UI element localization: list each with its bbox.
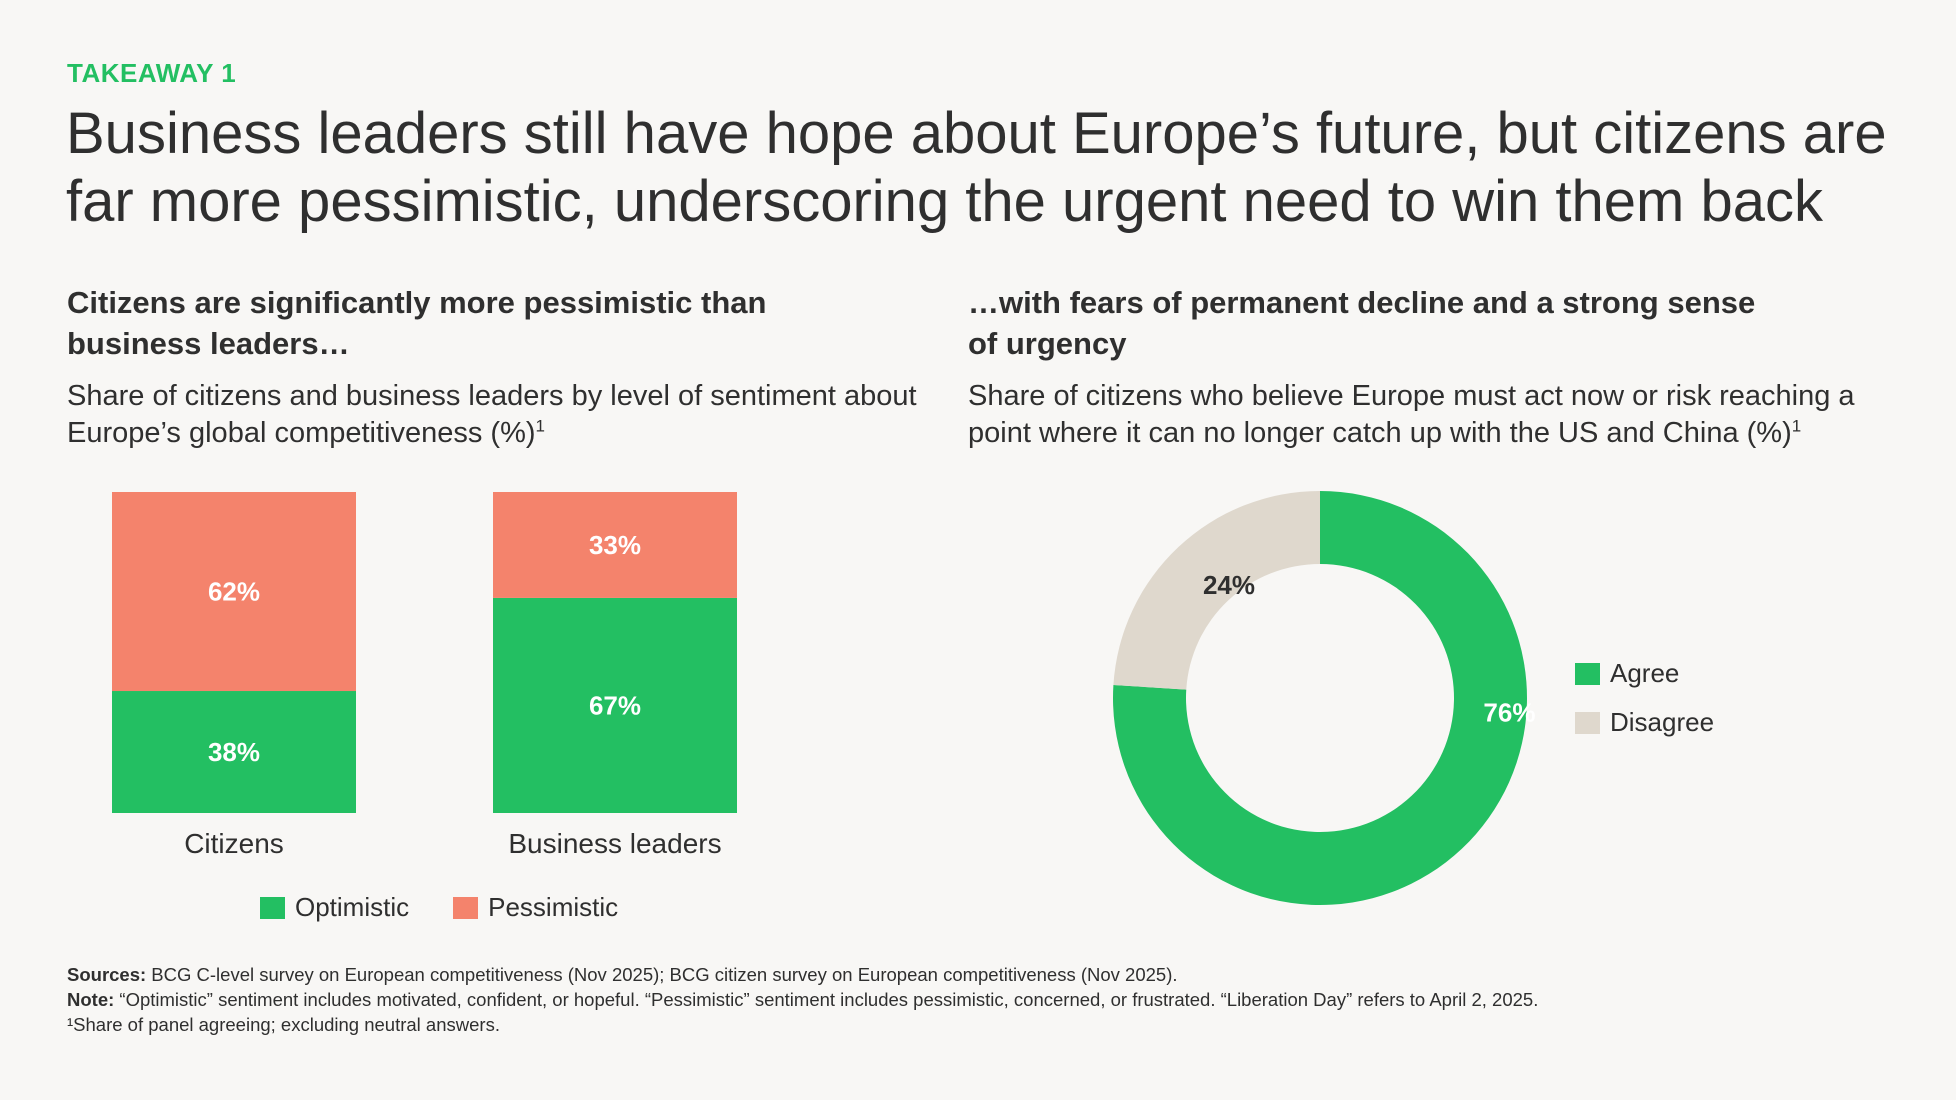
takeaway-label: TAKEAWAY 1: [67, 58, 237, 88]
right-footnote-mark: 1: [1791, 416, 1802, 436]
legend-swatch-disagree: [1575, 711, 1600, 734]
right-desc-text: Share of citizens who believe Europe mus…: [968, 380, 1855, 449]
legend-item-pessimistic: Pessimistic: [453, 892, 618, 923]
donut-chart-legend: Agree Disagree: [1575, 658, 1714, 756]
right-chart-description: Share of citizens who believe Europe mus…: [968, 378, 1908, 452]
legend-label-agree: Agree: [1610, 658, 1680, 688]
note-label: Note:: [67, 989, 115, 1010]
sources-text: BCG C-level survey on European competiti…: [146, 964, 1178, 985]
stacked-bar-chart: 38% 62% Citizens 67% 33% Business leaders: [112, 492, 737, 859]
legend-label-optimistic: Optimistic: [295, 892, 410, 922]
bar-business-leaders-pessimistic: [493, 492, 737, 598]
legend-label-disagree: Disagree: [1610, 707, 1715, 737]
legend-item-disagree: Disagree: [1575, 707, 1714, 738]
legend-item-agree: Agree: [1575, 658, 1679, 689]
footnote-1: ¹Share of panel agreeing; excluding neut…: [67, 1014, 500, 1035]
right-chart-title: …with fears of permanent decline and a s…: [968, 285, 1756, 361]
legend-swatch-pessimistic: [453, 896, 479, 919]
bar-chart-legend: Optimistic Pessimistic: [260, 892, 662, 923]
category-label-citizens: Citizens: [184, 828, 284, 859]
category-label-business-leaders: Business leaders: [508, 828, 721, 859]
note-line: Note: “Optimistic” sentiment includes mo…: [67, 987, 1927, 1012]
data-label-business-leaders-pessimistic: 33%: [589, 530, 641, 560]
legend-swatch-agree: [1575, 662, 1600, 685]
donut-label-agree: 76%: [1483, 698, 1535, 728]
bar-citizens-optimistic: [112, 691, 356, 813]
note-text: “Optimistic” sentiment includes motivate…: [114, 989, 1539, 1010]
legend-label-pessimistic: Pessimistic: [488, 892, 619, 922]
left-desc-text: Share of citizens and business leaders b…: [67, 380, 917, 449]
donut-slice-disagree: [1113, 491, 1320, 690]
data-label-citizens-optimistic: 38%: [208, 737, 260, 767]
left-chart-title: Citizens are significantly more pessimis…: [67, 285, 767, 361]
data-label-citizens-pessimistic: 62%: [208, 577, 260, 607]
bar-citizens-pessimistic: [112, 492, 356, 692]
left-chart-description: Share of citizens and business leaders b…: [67, 378, 927, 452]
legend-swatch-optimistic: [260, 896, 285, 919]
donut-slice-agree: [1113, 491, 1527, 905]
footnotes: Sources: BCG C-level survey on European …: [67, 962, 1927, 1037]
donut-chart: 76% 24%: [1113, 491, 1535, 905]
data-label-business-leaders-optimistic: 67%: [589, 690, 641, 720]
left-footnote-mark: 1: [535, 416, 545, 436]
sources-label: Sources:: [67, 964, 147, 985]
headline: Business leaders still have hope about E…: [66, 101, 1887, 234]
bar-business-leaders-optimistic: [493, 597, 737, 813]
donut-label-disagree: 24%: [1203, 570, 1255, 600]
legend-item-optimistic: Optimistic: [260, 892, 409, 923]
sources-line: Sources: BCG C-level survey on European …: [67, 962, 1927, 987]
